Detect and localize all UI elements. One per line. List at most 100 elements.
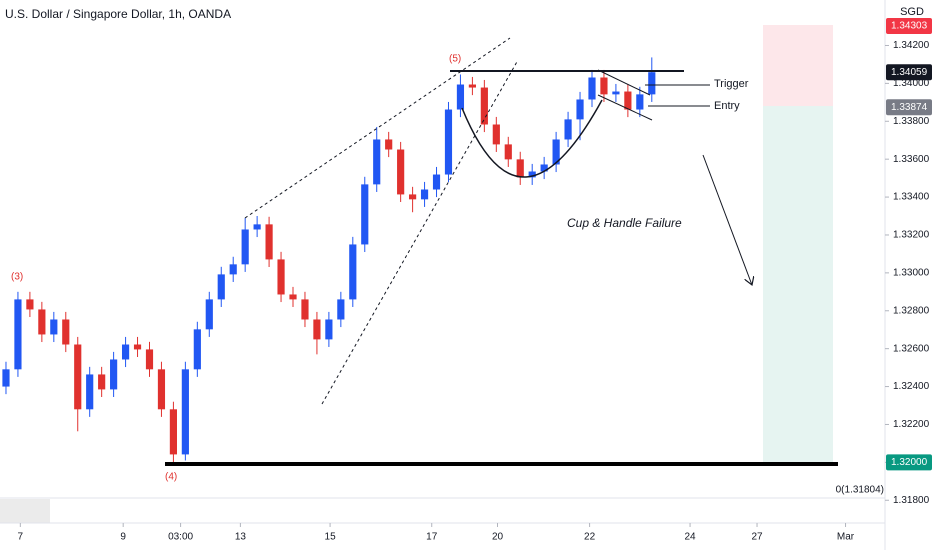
risk-zone	[763, 25, 833, 106]
price-label-box	[886, 17, 932, 34]
trendline	[321, 59, 519, 405]
candle-body	[432, 174, 441, 190]
wave-label: (3)	[11, 272, 23, 283]
candle-body	[456, 84, 465, 110]
candle-body	[420, 189, 429, 200]
entry-label: Entry	[714, 100, 740, 112]
candle-body	[337, 299, 345, 320]
pane-button[interactable]	[0, 499, 50, 523]
candle-body	[2, 369, 10, 387]
candle-body	[648, 72, 656, 95]
candle-body	[588, 77, 596, 100]
candle-body	[361, 184, 369, 245]
candle-body	[26, 299, 34, 310]
candle-body	[480, 87, 488, 125]
y-tick-label: 1.32600	[893, 343, 930, 354]
candle-body	[325, 319, 333, 340]
y-tick-label: 1.33400	[893, 192, 930, 203]
candle-body	[217, 274, 225, 300]
candle-body	[600, 77, 608, 95]
candle-body	[636, 94, 644, 110]
y-tick-label: 1.32800	[893, 305, 930, 316]
candle-body	[241, 229, 249, 265]
price-label-box	[886, 99, 932, 116]
candle-body	[265, 224, 273, 260]
trendline	[244, 37, 511, 219]
price-label: 1.33874	[891, 102, 928, 113]
candle-body	[612, 91, 620, 95]
candle-body	[38, 309, 46, 335]
candle-body	[397, 149, 405, 195]
candle-body	[62, 319, 70, 345]
candle-body	[169, 409, 177, 455]
candle-body	[74, 344, 82, 410]
candle-body	[277, 259, 285, 295]
scale-note: 0(1.31804)	[836, 485, 884, 496]
y-tick-label: 1.33000	[893, 268, 930, 279]
x-tick-label: 22	[584, 532, 596, 543]
trigger-label: Trigger	[714, 78, 749, 90]
candle-body	[289, 294, 297, 300]
candle-body	[564, 119, 572, 140]
reward-zone	[763, 106, 833, 464]
x-tick-label: 03:00	[168, 532, 193, 543]
y-tick-label: 1.32400	[893, 381, 930, 392]
price-label: 1.34059	[891, 67, 928, 78]
x-tick-label: 15	[325, 532, 337, 543]
candle-body	[492, 124, 500, 145]
candle-body	[253, 224, 261, 230]
x-tick-label: 27	[751, 532, 763, 543]
y-tick-label: 1.32200	[893, 419, 930, 430]
price-label: 1.34303	[891, 21, 928, 32]
candle-body	[468, 84, 476, 88]
price-label-box	[886, 64, 932, 81]
handle-line	[597, 69, 651, 96]
arrow	[702, 154, 752, 285]
handle-line	[597, 94, 653, 121]
candle-body	[133, 344, 142, 350]
y-tick-label: 1.33200	[893, 230, 930, 241]
candle-body	[301, 299, 309, 320]
candle-body	[444, 109, 453, 175]
candle-body	[50, 319, 58, 335]
candle-body	[121, 344, 130, 360]
candle-body	[157, 369, 166, 410]
candle-body	[181, 369, 189, 455]
candle-body	[349, 244, 357, 300]
currency-label: SGD	[900, 6, 924, 18]
candle-body	[98, 374, 106, 390]
candle-body	[145, 349, 154, 370]
y-tick-label: 1.33600	[893, 154, 930, 165]
x-tick-label: 13	[235, 532, 247, 543]
y-tick-label: 1.31800	[893, 495, 930, 506]
pattern-label: Cup & Handle Failure	[567, 216, 682, 230]
candle-body	[14, 299, 22, 370]
candle-body	[110, 359, 118, 390]
price-label-box	[886, 454, 932, 471]
candle-body	[86, 374, 94, 410]
candle-body	[373, 139, 381, 185]
x-tick-label: 20	[492, 532, 504, 543]
candle-body	[385, 139, 393, 150]
y-tick-label: 1.34200	[893, 40, 930, 51]
candle-body	[409, 194, 417, 200]
candle-body	[504, 144, 512, 160]
chart-title: U.S. Dollar / Singapore Dollar, 1h, OAND…	[5, 7, 231, 21]
x-tick-label: 7	[18, 532, 24, 543]
candle-body	[576, 99, 584, 120]
candle-body	[552, 139, 560, 165]
candle-body	[313, 319, 321, 340]
cup-curve	[461, 99, 603, 178]
candle-body	[205, 299, 213, 330]
x-tick-label: Mar	[837, 532, 855, 543]
candle-body	[229, 264, 237, 275]
y-tick-label: 1.34000	[893, 78, 930, 89]
wave-label: (5)	[449, 54, 461, 65]
candle-body	[624, 91, 632, 110]
candle-body	[516, 159, 524, 178]
wave-label: (4)	[165, 472, 177, 483]
candle-body	[193, 329, 201, 370]
candle-body	[540, 164, 548, 172]
y-tick-label: 1.33800	[893, 116, 930, 127]
